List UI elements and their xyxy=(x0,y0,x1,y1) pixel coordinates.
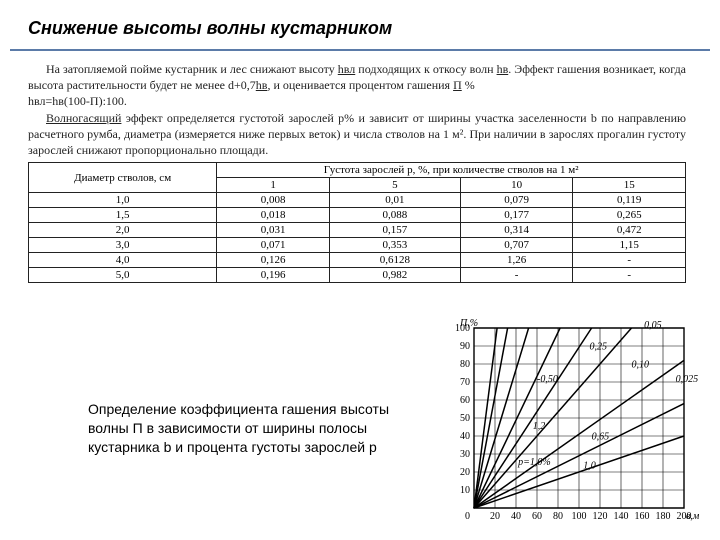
svg-text:0,025: 0,025 xyxy=(676,374,699,385)
svg-text:90: 90 xyxy=(460,341,470,352)
table-row: 1,50,0180,0880,1770,265 xyxy=(29,208,686,223)
svg-text:20: 20 xyxy=(490,511,500,522)
svg-text:60: 60 xyxy=(460,395,470,406)
th-diameter: Диаметр стволов, см xyxy=(29,163,217,193)
table-cell: 0,088 xyxy=(329,208,460,223)
table-cell: 0,982 xyxy=(329,268,460,283)
svg-text:80: 80 xyxy=(460,359,470,370)
table-cell: 0,079 xyxy=(460,193,573,208)
table-cell: 4,0 xyxy=(29,253,217,268)
svg-text:40: 40 xyxy=(511,511,521,522)
svg-text:0,25: 0,25 xyxy=(590,342,608,353)
table-cell: - xyxy=(573,268,686,283)
p1-u3: hв xyxy=(256,78,268,92)
table-cell: 0,071 xyxy=(217,238,330,253)
p1-u4: П xyxy=(453,78,462,92)
table-cell: 0,018 xyxy=(217,208,330,223)
svg-text:0,65: 0,65 xyxy=(592,432,610,443)
table-cell: 0,126 xyxy=(217,253,330,268)
th-count-0: 1 xyxy=(217,178,330,193)
svg-text:0,10: 0,10 xyxy=(632,360,650,371)
table-cell: 0,6128 xyxy=(329,253,460,268)
table-cell: 3,0 xyxy=(29,238,217,253)
table-row: 1,00,0080,010,0790,119 xyxy=(29,193,686,208)
svg-text:30: 30 xyxy=(460,449,470,460)
table-cell: 0,01 xyxy=(329,193,460,208)
table-head-row-1: Диаметр стволов, см Густота зарослей p, … xyxy=(29,163,686,178)
chart-caption: Определение коэффициента гашения высоты … xyxy=(88,400,418,457)
th-count-3: 15 xyxy=(573,178,686,193)
table-row: 5,00,1960,982-- xyxy=(29,268,686,283)
table-cell: 0,008 xyxy=(217,193,330,208)
table-cell: 0,177 xyxy=(460,208,573,223)
svg-text:80: 80 xyxy=(553,511,563,522)
svg-text:60: 60 xyxy=(532,511,542,522)
table-cell: 0,265 xyxy=(573,208,686,223)
svg-text:120: 120 xyxy=(593,511,608,522)
svg-text:20: 20 xyxy=(460,467,470,478)
svg-text:40: 40 xyxy=(460,431,470,442)
p1-u2: hв xyxy=(497,62,509,76)
p1-b: подходящих к откосу волн xyxy=(355,62,496,76)
page-title: Снижение высоты волны кустарником xyxy=(0,0,720,45)
table-cell: 0,157 xyxy=(329,223,460,238)
table-cell: 0,314 xyxy=(460,223,573,238)
density-table: Диаметр стволов, см Густота зарослей p, … xyxy=(28,162,686,283)
table-cell: 0,472 xyxy=(573,223,686,238)
p1-a: На затопляемой пойме кустарник и лес сни… xyxy=(46,62,338,76)
table-cell: 0,119 xyxy=(573,193,686,208)
table-cell: 5,0 xyxy=(29,268,217,283)
p1-e: % xyxy=(462,78,475,92)
table-cell: 1,26 xyxy=(460,253,573,268)
table-cell: - xyxy=(460,268,573,283)
svg-text:70: 70 xyxy=(460,377,470,388)
svg-text:1,2: 1,2 xyxy=(533,421,546,432)
body-text: На затопляемой пойме кустарник и лес сни… xyxy=(0,51,720,158)
paragraph-2: Волногасящий эффект определяется густото… xyxy=(28,110,686,159)
svg-text:в,м: в,м xyxy=(686,511,700,522)
formula: hвл=hв(100-П):100. xyxy=(28,93,686,109)
p1-d: , и оценивается процентом гашения xyxy=(267,78,453,92)
chart-svg: 2040608010012014016018020001020304050607… xyxy=(440,314,702,530)
table-row: 2,00,0310,1570,3140,472 xyxy=(29,223,686,238)
table-cell: - xyxy=(573,253,686,268)
table-cell: 0,196 xyxy=(217,268,330,283)
svg-text:П,%: П,% xyxy=(459,318,478,329)
p2-b: эффект определяется густотой зарослей p%… xyxy=(28,111,686,157)
p2-a: Волногасящий xyxy=(46,111,121,125)
table-cell: 1,15 xyxy=(573,238,686,253)
table-cell: 0,353 xyxy=(329,238,460,253)
table-cell: 1,5 xyxy=(29,208,217,223)
table-cell: 0,707 xyxy=(460,238,573,253)
svg-text:0: 0 xyxy=(465,511,470,522)
th-density-span: Густота зарослей p, %, при количестве ст… xyxy=(217,163,686,178)
paragraph-1: На затопляемой пойме кустарник и лес сни… xyxy=(28,61,686,93)
p1-u1: hвл xyxy=(338,62,356,76)
th-count-2: 10 xyxy=(460,178,573,193)
chart: 2040608010012014016018020001020304050607… xyxy=(440,314,702,530)
density-table-wrap: Диаметр стволов, см Густота зарослей p, … xyxy=(0,158,720,283)
svg-text:180: 180 xyxy=(656,511,671,522)
table-cell: 1,0 xyxy=(29,193,217,208)
svg-text:160: 160 xyxy=(635,511,650,522)
svg-text:140: 140 xyxy=(614,511,629,522)
table-cell: 2,0 xyxy=(29,223,217,238)
svg-text:0,05: 0,05 xyxy=(644,320,662,331)
table-cell: 0,031 xyxy=(217,223,330,238)
svg-text:10: 10 xyxy=(460,485,470,496)
svg-text:50: 50 xyxy=(460,413,470,424)
th-count-1: 5 xyxy=(329,178,460,193)
table-row: 4,00,1260,61281,26- xyxy=(29,253,686,268)
table-row: 3,00,0710,3530,7071,15 xyxy=(29,238,686,253)
svg-text:100: 100 xyxy=(572,511,587,522)
